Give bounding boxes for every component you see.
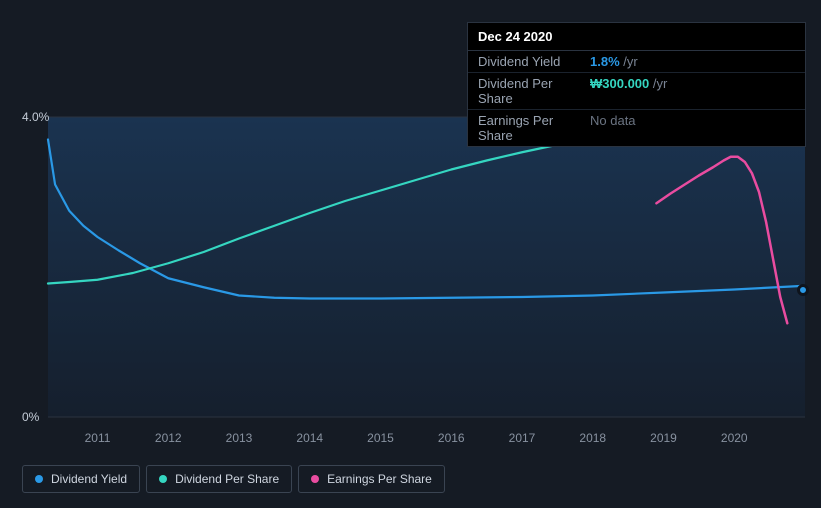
legend-dot-icon [159, 475, 167, 483]
x-axis-tick-label: 2011 [85, 431, 111, 445]
legend: Dividend Yield Dividend Per Share Earnings… [22, 465, 445, 493]
tooltip-row-value: 1.8% /yr [590, 54, 638, 69]
tooltip-row: Dividend Yield1.8% /yr [468, 51, 805, 73]
x-axis-tick-label: 2014 [296, 431, 323, 445]
x-axis-tick-label: 2017 [509, 431, 536, 445]
x-axis-tick-label: 2020 [721, 431, 748, 445]
line-chart [22, 105, 805, 422]
chart-area: 4.0% 0% 2011 2012 2013 2014 2015 2016 2017 2018 2… [22, 105, 805, 450]
x-axis-tick-label: 2015 [367, 431, 394, 445]
legend-item-label: Earnings Per Share [327, 472, 432, 486]
x-axis-tick-label: 2012 [155, 431, 182, 445]
tooltip-row-label: Earnings Per Share [478, 113, 590, 143]
legend-dot-icon [35, 475, 43, 483]
x-axis-tick-label: 2013 [226, 431, 253, 445]
legend-item[interactable]: Dividend Per Share [146, 465, 292, 493]
y-axis-tick-label: 4.0% [22, 110, 49, 124]
legend-item-label: Dividend Per Share [175, 472, 279, 486]
tooltip-row: Dividend Per Share₩300.000 /yr [468, 73, 805, 110]
tooltip-row: Earnings Per ShareNo data [468, 110, 805, 146]
tooltip-row-value: No data [590, 113, 636, 143]
chart-tooltip: Dec 24 2020 Dividend Yield1.8% /yrDivide… [467, 22, 806, 147]
tooltip-row-label: Dividend Yield [478, 54, 590, 69]
tooltip-row-label: Dividend Per Share [478, 76, 590, 106]
y-axis-tick-label: 0% [22, 410, 39, 424]
x-axis-tick-label: 2016 [438, 431, 465, 445]
legend-item[interactable]: Dividend Yield [22, 465, 140, 493]
legend-item[interactable]: Earnings Per Share [298, 465, 445, 493]
tooltip-row-value: ₩300.000 /yr [590, 76, 667, 106]
legend-dot-icon [311, 475, 319, 483]
tooltip-date: Dec 24 2020 [468, 23, 805, 51]
chart-scrubber-handle[interactable] [797, 284, 809, 296]
legend-item-label: Dividend Yield [51, 472, 127, 486]
x-axis-tick-label: 2018 [579, 431, 606, 445]
x-axis-tick-label: 2019 [650, 431, 677, 445]
